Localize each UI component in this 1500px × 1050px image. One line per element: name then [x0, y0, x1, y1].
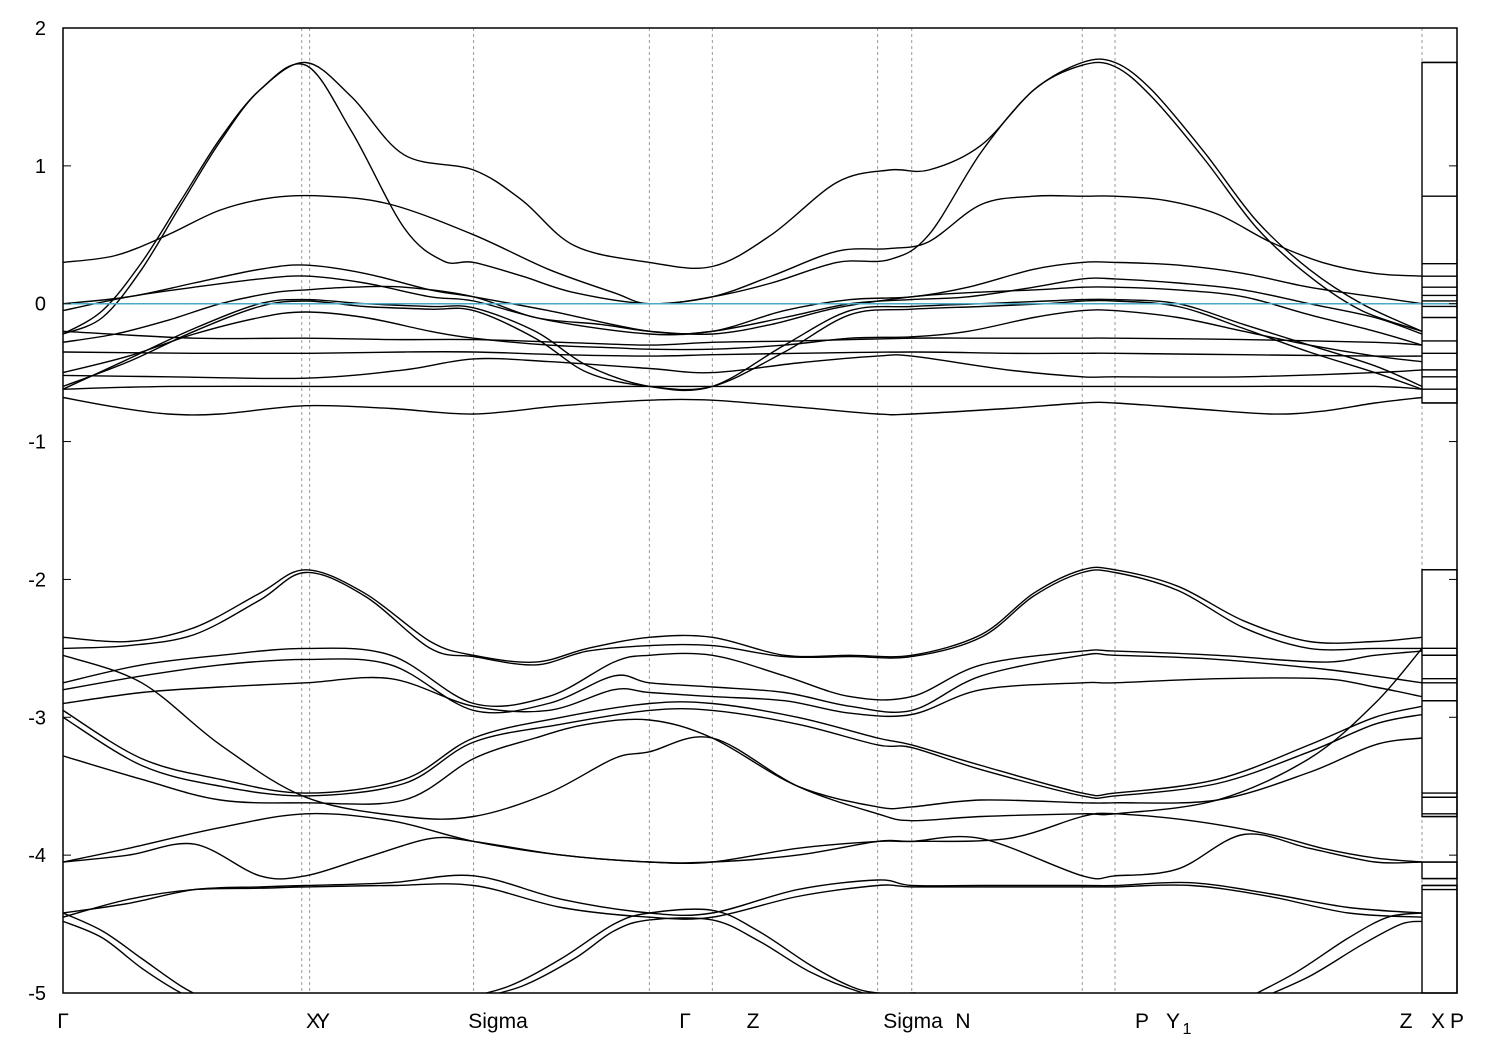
x-tick-label-2: Y — [316, 1010, 330, 1033]
band-series-24 — [63, 833, 1422, 880]
band-series-16 — [63, 647, 1422, 708]
x-tick-label-9: Y — [1166, 1010, 1180, 1033]
band-series-21 — [63, 718, 1422, 810]
x-tick-label-7: N — [955, 1010, 970, 1033]
y-tick-label-4: -2 — [28, 569, 46, 591]
band-series-25 — [63, 874, 1422, 917]
y-tick-label-1: 1 — [35, 156, 46, 178]
band-series-20 — [63, 707, 1422, 800]
dos-panel — [1421, 61, 1458, 994]
y-tick-label-7: -5 — [28, 983, 46, 1005]
band-series-4 — [63, 275, 1422, 336]
plot-frame — [62, 27, 1458, 994]
x-tick-label-1: X — [306, 1010, 320, 1033]
kpath-separator-lines — [301, 28, 1423, 993]
x-tick-label-0: Γ — [57, 1010, 69, 1033]
dos-block-1 — [1421, 569, 1458, 818]
band-series-7 — [63, 299, 1422, 391]
y-axis-ticks: 2 1 0 -1 -2 -3 -4 -5 — [28, 18, 1457, 1005]
band-series-32 — [1271, 920, 1422, 993]
band-series-18 — [63, 676, 1422, 718]
band-series-31 — [1255, 912, 1422, 993]
band-series-27 — [63, 912, 195, 993]
band-series-26 — [63, 883, 1422, 920]
x-tick-label-4: Γ — [679, 1010, 691, 1033]
x-tick-label-12: P — [1450, 1010, 1464, 1033]
band-series-5 — [63, 285, 1422, 346]
x-tick-label-10: Z — [1400, 1010, 1413, 1033]
x-tick-label-8: P — [1135, 1010, 1149, 1033]
band-series-29 — [483, 908, 916, 993]
band-series-11 — [63, 354, 1422, 380]
band-series-22 — [63, 647, 1422, 822]
band-series-9 — [63, 330, 1422, 346]
x-tick-label-5: Z — [747, 1010, 760, 1033]
band-series-13 — [63, 396, 1422, 416]
band-series-15 — [63, 569, 1422, 666]
band-series-10 — [63, 350, 1422, 357]
band-series-30 — [496, 917, 866, 993]
band-series-8 — [63, 309, 1422, 374]
y-tick-label-6: -4 — [28, 845, 46, 867]
band-series-14 — [63, 566, 1422, 663]
band-series-19 — [63, 701, 1422, 797]
y-tick-label-5: -3 — [28, 707, 46, 729]
y-tick-label-3: -1 — [28, 432, 46, 454]
band-series-28 — [63, 920, 183, 993]
band-series-2 — [63, 194, 1422, 305]
dos-block-3 — [1421, 884, 1458, 994]
y-tick-label-0: 2 — [35, 18, 46, 40]
band-series-17 — [63, 652, 1422, 714]
x-tick-label-3: Sigma — [468, 1010, 528, 1033]
dos-block-2 — [1421, 861, 1458, 880]
dos-block-0 — [1421, 61, 1458, 404]
x-tick-label-6: Sigma — [883, 1010, 943, 1033]
y-tick-label-2: 0 — [35, 294, 46, 316]
band-series-3 — [63, 261, 1422, 335]
band-series-group — [63, 58, 1422, 993]
x-axis-ticks: Γ XY Sigma Γ Z Sigma N P Y 1 Z X P — [57, 1010, 1464, 1038]
band-series-23 — [63, 812, 1422, 865]
x-tick-label-sub-9: 1 — [1183, 1021, 1192, 1038]
x-tick-label-11: X — [1431, 1010, 1445, 1033]
band-series-12 — [63, 385, 1422, 390]
